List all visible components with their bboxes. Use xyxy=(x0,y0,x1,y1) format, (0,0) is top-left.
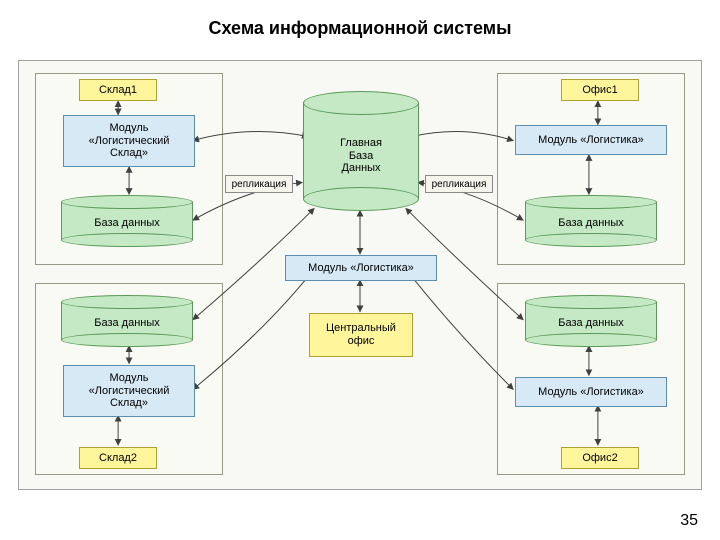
node-mod1: Модуль«ЛогистическийСклад» xyxy=(63,115,195,167)
cylinder-label: База данных xyxy=(525,217,657,230)
page-number: 35 xyxy=(680,512,698,530)
node-ofis2: Офис2 xyxy=(561,447,639,469)
replication-label: репликация xyxy=(225,175,293,193)
cylinder-label: База данных xyxy=(525,317,657,330)
db-cylinder: База данных xyxy=(525,295,657,347)
cylinder-label: База данных xyxy=(61,317,193,330)
db-cylinder: База данных xyxy=(61,295,193,347)
cylinder-label: База данных xyxy=(61,217,193,230)
db-cylinder: База данных xyxy=(61,195,193,247)
db-cylinder: База данных xyxy=(525,195,657,247)
cylinder-label: ГлавнаяБазаДанных xyxy=(303,137,419,175)
db-cylinder: ГлавнаяБазаДанных xyxy=(303,91,419,211)
node-mod3: Модуль «Логистика» xyxy=(515,125,667,155)
node-office_c: Центральныйофис xyxy=(309,313,413,357)
page-title: Схема информационной системы xyxy=(0,0,720,39)
node-mod_c: Модуль «Логистика» xyxy=(285,255,437,281)
replication-label: репликация xyxy=(425,175,493,193)
diagram-canvas: ГлавнаяБазаДанных База данных База данных Б… xyxy=(18,60,702,490)
node-mod2: Модуль«ЛогистическийСклад» xyxy=(63,365,195,417)
node-mod4: Модуль «Логистика» xyxy=(515,377,667,407)
node-ofis1: Офис1 xyxy=(561,79,639,101)
node-sklad2: Склад2 xyxy=(79,447,157,469)
node-sklad1: Склад1 xyxy=(79,79,157,101)
